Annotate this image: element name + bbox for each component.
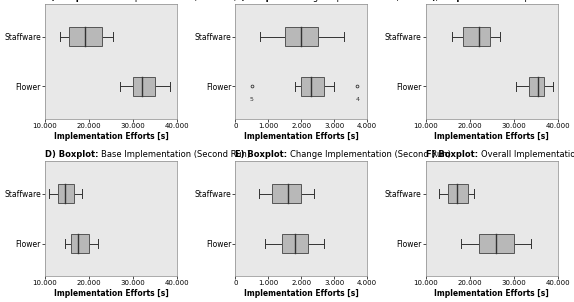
Bar (529, 77, 544, 96)
X-axis label: Implementation Efforts [s]: Implementation Efforts [s] (244, 289, 359, 298)
Bar (282, 234, 308, 253)
Text: Overall Implementation (Second Run): Overall Implementation (Second Run) (481, 150, 574, 159)
Bar (69, 27, 102, 46)
Text: 5: 5 (250, 97, 254, 102)
X-axis label: Implementation Efforts [s]: Implementation Efforts [s] (435, 289, 549, 298)
X-axis label: Implementation Efforts [s]: Implementation Efforts [s] (53, 132, 168, 141)
Bar (133, 77, 155, 96)
Bar (58, 184, 73, 203)
X-axis label: Implementation Efforts [s]: Implementation Efforts [s] (53, 289, 168, 298)
Text: Change Implementation (Second Run): Change Implementation (Second Run) (290, 150, 451, 159)
X-axis label: Implementation Efforts [s]: Implementation Efforts [s] (435, 132, 549, 141)
Text: Overall Implementation (First Run): Overall Implementation (First Run) (482, 0, 574, 2)
Bar (479, 234, 514, 253)
Text: Base Implementation (First Run): Base Implementation (First Run) (101, 0, 237, 2)
Bar (448, 184, 468, 203)
Bar (285, 27, 318, 46)
X-axis label: Implementation Efforts [s]: Implementation Efforts [s] (244, 132, 359, 141)
Text: Base Implementation (Second Run): Base Implementation (Second Run) (102, 150, 251, 159)
Bar (301, 77, 324, 96)
Text: 4: 4 (355, 97, 359, 102)
Text: B) Boxplot:: B) Boxplot: (235, 0, 291, 2)
Text: A) Boxplot:: A) Boxplot: (45, 0, 101, 2)
Bar (71, 234, 89, 253)
Text: Change Implementation (First Run): Change Implementation (First Run) (291, 0, 439, 2)
Bar (463, 27, 490, 46)
Text: E) Boxplot:: E) Boxplot: (235, 150, 290, 159)
Bar (272, 184, 301, 203)
Text: D) Boxplot:: D) Boxplot: (45, 150, 102, 159)
Text: F) Boxplot:: F) Boxplot: (426, 150, 481, 159)
Text: C) Boxplot:: C) Boxplot: (426, 0, 482, 2)
